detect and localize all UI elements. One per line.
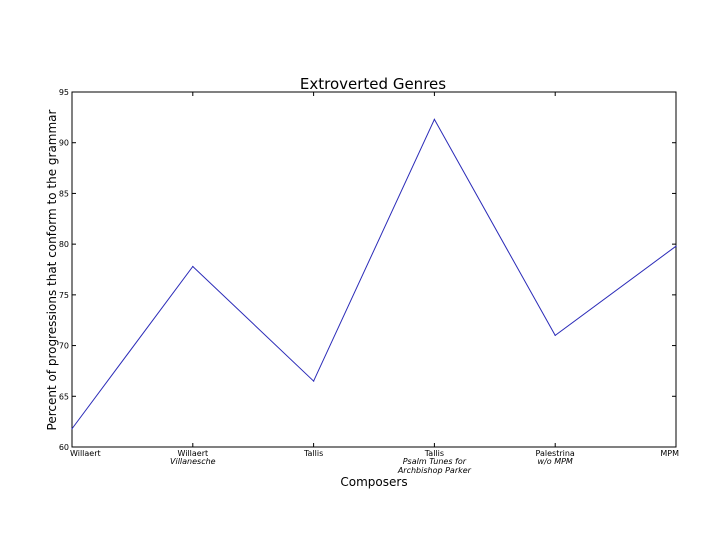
data-point <box>192 265 194 268</box>
series-group <box>71 118 677 430</box>
x-tick-sublabel: Villanesche <box>170 457 216 466</box>
y-tick-label: 90 <box>59 139 69 148</box>
data-point <box>313 380 315 382</box>
x-tick-label: Palestrina <box>536 449 575 458</box>
x-tick-label: Willaert <box>177 449 208 458</box>
y-tick-label: 70 <box>59 342 69 351</box>
series-line <box>71 118 677 430</box>
data-point <box>71 428 73 430</box>
x-tick-label: MPM <box>660 449 679 458</box>
y-tick-label: 60 <box>59 443 69 452</box>
y-tick-label: 85 <box>59 189 69 198</box>
data-point <box>554 334 556 337</box>
chart-title: Extroverted Genres <box>300 75 446 93</box>
y-tick-label: 80 <box>59 240 69 249</box>
x-tick-label: Tallis <box>424 449 444 458</box>
data-point <box>433 118 435 120</box>
y-tick-label: 75 <box>59 291 69 300</box>
x-axis-label: Composers <box>340 475 407 489</box>
plot-frame <box>71 91 677 448</box>
y-tick-label: 65 <box>59 392 69 401</box>
x-tick-label: Tallis <box>303 449 323 458</box>
data-point <box>675 245 677 247</box>
y-tick-label: 95 <box>59 88 69 97</box>
x-tick-sublabel: Psalm Tunes for Archbishop Parker <box>397 457 472 475</box>
y-axis-label: Percent of progressions that conform to … <box>45 109 59 430</box>
x-tick-sublabel: w/o MPM <box>538 457 573 466</box>
x-tick-label: Willaert <box>70 449 101 458</box>
y-axis: 60 65 70 75 80 85 90 95 <box>59 88 676 452</box>
